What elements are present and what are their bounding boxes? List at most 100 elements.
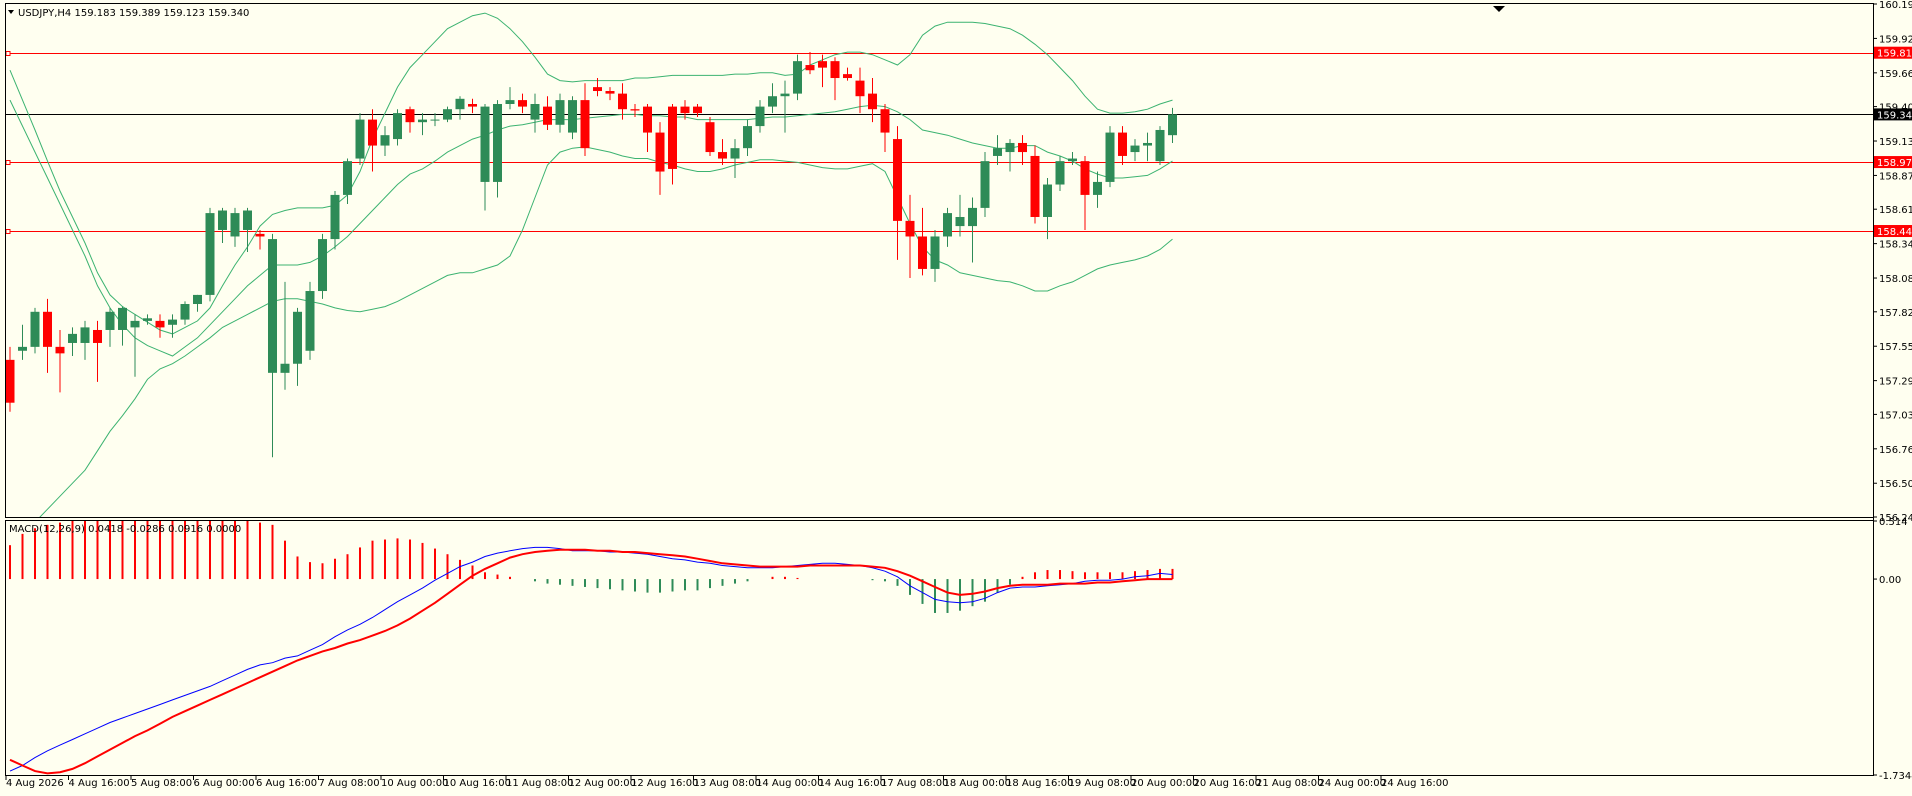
candle[interactable] — [793, 54, 802, 101]
candle[interactable] — [730, 139, 740, 179]
candle[interactable] — [355, 113, 365, 166]
candle[interactable] — [705, 116, 715, 156]
candle[interactable] — [1018, 135, 1027, 166]
candle[interactable] — [518, 93, 527, 114]
candle[interactable] — [1005, 139, 1015, 172]
candle[interactable] — [555, 93, 565, 133]
candle[interactable] — [230, 207, 240, 247]
candle[interactable] — [343, 158, 352, 205]
candle[interactable] — [30, 307, 40, 354]
candle[interactable] — [455, 96, 465, 120]
candle[interactable] — [80, 320, 90, 360]
candle[interactable] — [293, 307, 302, 386]
candle[interactable] — [1130, 139, 1140, 162]
candle[interactable] — [443, 106, 452, 123]
candle[interactable] — [468, 98, 477, 114]
candle[interactable] — [6, 346, 15, 412]
candle[interactable] — [943, 207, 952, 247]
candle[interactable] — [168, 314, 177, 338]
candle[interactable] — [668, 104, 677, 185]
candle[interactable] — [930, 229, 940, 282]
candle[interactable] — [1030, 145, 1040, 224]
candle[interactable] — [330, 191, 340, 250]
level-line-handle[interactable] — [6, 51, 11, 56]
candle[interactable] — [893, 126, 902, 260]
candle[interactable] — [193, 294, 202, 312]
candle[interactable] — [905, 194, 915, 279]
candle[interactable] — [268, 233, 277, 458]
candle[interactable] — [718, 139, 727, 166]
candle[interactable] — [318, 233, 327, 299]
candle[interactable] — [180, 301, 190, 325]
candle[interactable] — [18, 324, 27, 360]
candle[interactable] — [630, 104, 640, 117]
candle[interactable] — [1118, 126, 1127, 166]
candle[interactable] — [1093, 171, 1102, 208]
candle[interactable] — [305, 281, 315, 360]
candle[interactable] — [118, 306, 127, 346]
candle[interactable] — [768, 83, 777, 114]
candle[interactable] — [568, 96, 577, 140]
candle[interactable] — [855, 67, 865, 114]
candle[interactable] — [680, 100, 690, 120]
candle[interactable] — [368, 109, 377, 172]
candle[interactable] — [780, 80, 790, 133]
candle[interactable] — [105, 307, 115, 347]
candle[interactable] — [380, 126, 390, 156]
candle[interactable] — [1143, 132, 1152, 162]
candle[interactable] — [1055, 155, 1065, 192]
candle[interactable] — [543, 96, 552, 130]
candle[interactable] — [130, 314, 140, 377]
candle[interactable] — [655, 122, 665, 195]
candle[interactable] — [1105, 126, 1115, 188]
candle[interactable] — [843, 67, 852, 81]
candle[interactable] — [618, 83, 627, 120]
macd-pane[interactable] — [9, 516, 1174, 775]
candle[interactable] — [155, 314, 165, 338]
candle[interactable] — [255, 229, 265, 250]
candle[interactable] — [743, 119, 752, 156]
candle[interactable] — [968, 197, 977, 263]
candle[interactable] — [880, 104, 890, 153]
candle[interactable] — [405, 106, 415, 133]
candle[interactable] — [68, 327, 77, 356]
candle[interactable] — [430, 113, 440, 127]
candle[interactable] — [243, 207, 252, 253]
candle[interactable] — [818, 54, 827, 88]
symbol-menu-icon[interactable] — [8, 10, 14, 14]
candle[interactable] — [993, 135, 1002, 166]
candle[interactable] — [918, 207, 927, 276]
candle[interactable] — [805, 52, 815, 75]
candle[interactable] — [43, 298, 52, 373]
candle[interactable] — [1068, 152, 1077, 166]
candle[interactable] — [505, 87, 515, 110]
candle[interactable] — [418, 113, 427, 136]
candle[interactable] — [593, 78, 602, 97]
candle[interactable] — [218, 207, 227, 243]
candle[interactable] — [530, 93, 540, 133]
candle[interactable] — [493, 100, 502, 198]
candle[interactable] — [143, 314, 152, 325]
candle[interactable] — [93, 320, 102, 382]
level-line-handle[interactable] — [6, 160, 11, 165]
chart-shift-marker[interactable] — [1493, 6, 1505, 12]
candle[interactable] — [580, 83, 590, 156]
level-line-handle[interactable] — [6, 229, 11, 234]
candle[interactable] — [280, 281, 290, 390]
candle[interactable] — [605, 87, 615, 101]
main-price-pane[interactable] — [6, 12, 1874, 574]
candle[interactable] — [393, 109, 402, 146]
candle[interactable] — [1168, 107, 1177, 143]
candle[interactable] — [55, 329, 65, 393]
candle[interactable] — [868, 78, 877, 123]
candle[interactable] — [1043, 178, 1052, 240]
candle[interactable] — [980, 152, 990, 217]
candle[interactable] — [1155, 126, 1165, 166]
candle[interactable] — [830, 57, 840, 101]
candle[interactable] — [643, 104, 652, 153]
candle[interactable] — [955, 194, 965, 237]
candle[interactable] — [205, 207, 215, 302]
candle[interactable] — [1080, 155, 1090, 230]
candle[interactable] — [480, 104, 490, 211]
